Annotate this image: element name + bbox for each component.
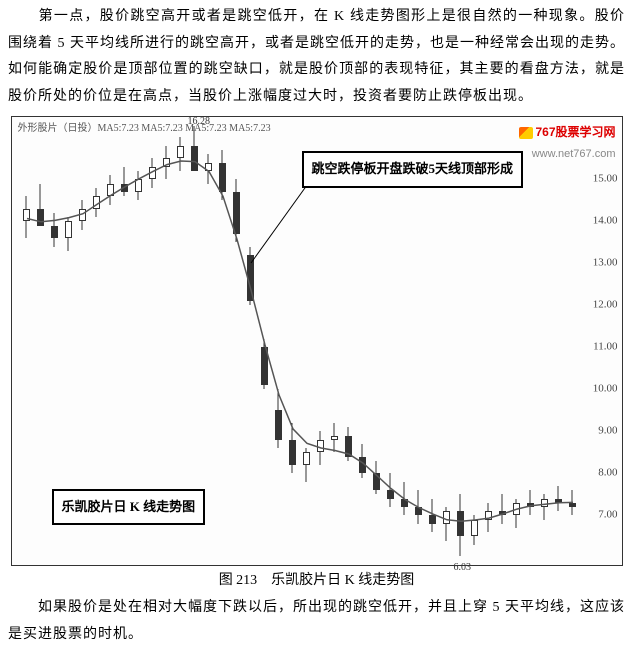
candle [275, 137, 283, 557]
candle [345, 137, 353, 557]
candle [457, 137, 465, 557]
figure-caption: 图 213 乐凯胶片日 K 线走势图 [8, 568, 625, 595]
candle [247, 137, 255, 557]
candle [359, 137, 367, 557]
candle [527, 137, 535, 557]
high-label: 16.28 [188, 112, 211, 131]
y-tick: 10.00 [593, 379, 618, 400]
low-label: 6.03 [454, 558, 472, 577]
candle [219, 137, 227, 557]
candle [499, 137, 507, 557]
y-tick: 15.00 [593, 169, 618, 190]
annotation-top: 跳空跌停板开盘跌破5天线顶部形成 [302, 151, 524, 188]
y-tick: 14.00 [593, 211, 618, 232]
candle [569, 137, 577, 557]
candle [485, 137, 493, 557]
candle [471, 137, 479, 557]
candle [541, 137, 549, 557]
y-tick: 7.00 [598, 505, 617, 526]
paragraph-2: 如果股价是处在相对大幅度下跌以后，所出现的跳空低开，并且上穿 5 天平均线，这应… [8, 595, 625, 648]
candle [37, 137, 45, 557]
candle [429, 137, 437, 557]
annotation-bottom: 乐凯胶片日 K 线走势图 [52, 489, 206, 526]
candle [23, 137, 31, 557]
candle [555, 137, 563, 557]
candle [261, 137, 269, 557]
candle [233, 137, 241, 557]
candle [513, 137, 521, 557]
y-tick: 12.00 [593, 295, 618, 316]
candle [415, 137, 423, 557]
candle [303, 137, 311, 557]
candle [331, 137, 339, 557]
y-tick: 13.00 [593, 253, 618, 274]
y-tick: 11.00 [593, 337, 617, 358]
candle [401, 137, 409, 557]
paragraph-1: 第一点，股价跳空高开或者是跳空低开，在 K 线走势图形上是很自然的一种现象。股价… [8, 4, 625, 110]
candle [387, 137, 395, 557]
candle [373, 137, 381, 557]
candle [289, 137, 297, 557]
y-tick: 8.00 [598, 463, 617, 484]
chart-header-ma: 外形股片（日投）MA5:7.23 MA5:7.23 MA5:7.23 MA5:7… [18, 119, 271, 138]
candlestick-chart: 外形股片（日投）MA5:7.23 MA5:7.23 MA5:7.23 MA5:7… [11, 116, 623, 566]
candle [205, 137, 213, 557]
candle [317, 137, 325, 557]
y-tick: 9.00 [598, 421, 617, 442]
candle [443, 137, 451, 557]
